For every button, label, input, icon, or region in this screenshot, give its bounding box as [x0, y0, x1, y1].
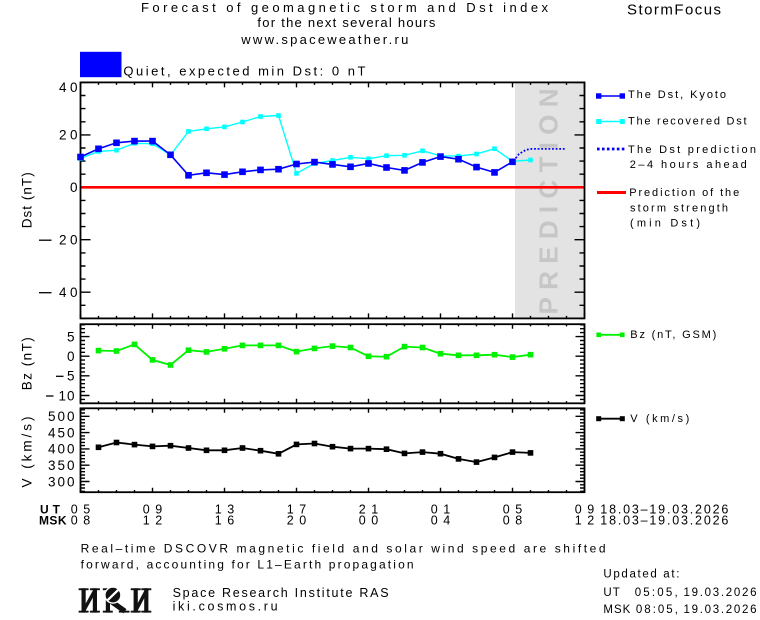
svg-text:10: 10: [59, 388, 75, 403]
svg-text:5: 5: [67, 369, 75, 384]
svg-text:0: 0: [67, 349, 75, 364]
svg-text:iki.cosmos.ru: iki.cosmos.ru: [173, 600, 278, 614]
svg-text:Dst (nT): Dst (nT): [20, 172, 35, 228]
svg-text:Space Research Institute RAS: Space Research Institute RAS: [173, 586, 389, 600]
svg-text:Prediction of the: Prediction of the: [629, 187, 739, 199]
svg-text:(min Dst): (min Dst): [630, 218, 700, 230]
svg-text:StormFocus: StormFocus: [627, 2, 721, 19]
svg-text:Bz (nT): Bz (nT): [20, 337, 35, 390]
svg-text:The recovered Dst: The recovered Dst: [628, 116, 747, 128]
svg-text:Quiet, expected min Dst: 0 nT: Quiet, expected min Dst: 0 nT: [123, 64, 365, 79]
svg-text:Real–time DSCOVR magnetic fiel: Real–time DSCOVR magnetic field and sola…: [81, 542, 606, 556]
svg-text:0: 0: [70, 180, 78, 195]
svg-text:350: 350: [48, 458, 75, 473]
svg-text:18.03–19.03.2026: 18.03–19.03.2026: [600, 514, 728, 528]
svg-text:400: 400: [48, 442, 75, 457]
svg-text:MSK: MSK: [603, 604, 631, 616]
svg-text:19.03.2026: 19.03.2026: [684, 587, 757, 599]
svg-text:V (km/s): V (km/s): [630, 413, 689, 425]
svg-text:MSK: MSK: [39, 514, 67, 528]
svg-text:The Dst, Kyoto: The Dst, Kyoto: [628, 89, 726, 101]
svg-text:www.spaceweather.ru: www.spaceweather.ru: [240, 32, 408, 47]
svg-text:forward, accounting for L1–Ear: forward, accounting for L1–Earth propaga…: [81, 558, 414, 572]
svg-text:19.03.2026: 19.03.2026: [684, 604, 757, 616]
svg-text:UT: UT: [603, 587, 620, 599]
svg-text:Updated at:: Updated at:: [603, 569, 679, 581]
svg-text:2–4 hours ahead: 2–4 hours ahead: [630, 159, 747, 171]
svg-text:450: 450: [48, 425, 75, 440]
svg-text:V (km/s): V (km/s): [20, 417, 35, 488]
svg-text:Bz (nT, GSM): Bz (nT, GSM): [630, 329, 716, 341]
svg-text:500: 500: [48, 409, 75, 424]
svg-text:300: 300: [48, 474, 75, 489]
svg-text:18.03–19.03.2026: 18.03–19.03.2026: [600, 503, 728, 517]
svg-text:for the next several hours: for the next several hours: [257, 15, 436, 30]
svg-text:The Dst prediction: The Dst prediction: [628, 144, 756, 156]
svg-text:5: 5: [67, 329, 75, 344]
